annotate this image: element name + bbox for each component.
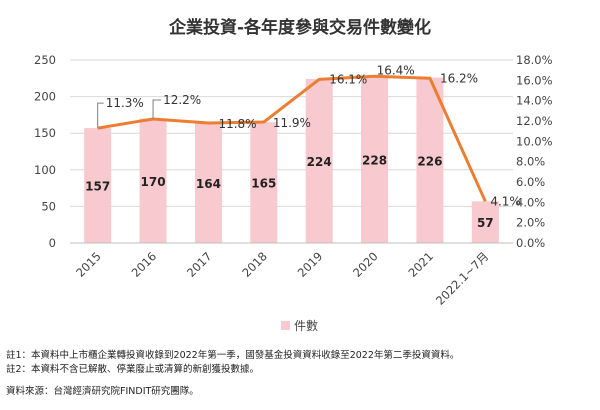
right-tick-label: 2.0% (516, 216, 545, 230)
line-value-label: 4.1% (490, 194, 521, 208)
legend-label: 件數 (294, 319, 318, 333)
bar-series (84, 76, 499, 244)
bar-value-label: 164 (196, 177, 221, 191)
bar (471, 201, 499, 243)
leader-line (152, 99, 162, 119)
bar-value-label: 57 (477, 216, 494, 230)
right-tick-label: 18.0% (516, 53, 553, 67)
legend: 件數 (281, 319, 318, 333)
bar (194, 122, 222, 243)
right-axis: 0.0% 2.0% 4.0% 6.0% 8.0% 10.0% 12.0% 14.0% 16.0%… (516, 53, 553, 250)
right-tick-label: 16.0% (516, 73, 553, 87)
left-tick-label: 50 (41, 199, 56, 213)
line-value-label: 16.4% (377, 63, 415, 77)
footnotes: 註1：本資料中上市櫃企業轉投資收錄到2022年第一季，國發基金投資資料收錄至20… (6, 349, 596, 399)
right-tick-label: 6.0% (516, 175, 545, 189)
legend-swatch (281, 321, 290, 330)
x-tick-label: 2022.1~7月 (433, 249, 491, 307)
line-value-label: 11.8% (218, 117, 256, 131)
bar (250, 122, 278, 243)
right-tick-label: 10.0% (516, 134, 553, 148)
bar-value-label: 157 (85, 180, 110, 194)
x-tick-label: 2021 (405, 249, 436, 280)
bar-value-label: 228 (362, 154, 387, 168)
line-value-label: 11.3% (106, 96, 144, 110)
x-tick-label: 2015 (73, 249, 104, 280)
bar (139, 118, 167, 243)
bar-value-label: 170 (141, 175, 166, 189)
gridlines (70, 59, 513, 244)
line-value-label: 16.1% (329, 72, 367, 86)
line-value-label: 12.2% (163, 93, 201, 107)
note-2: 註2：本資料不含已解散、停業廢止或清算的新創獲投數據。 (6, 364, 260, 375)
bar (84, 128, 112, 243)
bar-value-label: 224 (307, 155, 332, 169)
bar-value-label: 165 (251, 177, 276, 191)
x-tick-label: 2017 (184, 249, 215, 280)
chart-title: 企業投資-各年度參與交易件數變化 (168, 17, 431, 38)
note-1: 註1：本資料中上市櫃企業轉投資收錄到2022年第一季，國發基金投資資料收錄至20… (6, 350, 460, 361)
right-tick-label: 8.0% (516, 155, 545, 169)
x-tick-label: 2016 (129, 249, 160, 280)
line-value-label: 11.9% (273, 116, 311, 130)
left-axis: 0 50 100 150 200 250 (34, 53, 56, 250)
left-tick-label: 0 (49, 236, 56, 250)
chart-svg: 企業投資-各年度參與交易件數變化 0 50 100 150 200 250 0.0% 2.0… (34, 17, 553, 333)
leader-line (97, 102, 104, 129)
line-path (97, 74, 487, 202)
line-series (97, 74, 487, 202)
x-tick-label: 2019 (295, 249, 326, 280)
bar (305, 79, 333, 243)
left-tick-label: 100 (34, 163, 56, 177)
bar-value-labels: 157 170 164 165 224 228 226 57 (85, 154, 494, 231)
x-tick-label: 2018 (239, 249, 270, 280)
right-tick-label: 4.0% (516, 195, 545, 209)
line-value-label: 16.2% (440, 71, 478, 85)
bar (416, 77, 444, 244)
right-tick-label: 14.0% (516, 94, 553, 108)
left-tick-label: 150 (34, 126, 56, 140)
line-value-labels: 11.3% 12.2% 11.8% 11.9% 16.1% 16.4% 16.2% 4.1% (97, 63, 521, 208)
source-note: 資料來源：台灣經濟研究院FINDIT研究團隊。 (6, 386, 199, 397)
bar-value-label: 226 (417, 154, 442, 168)
left-tick-label: 200 (34, 90, 56, 104)
bar (361, 76, 389, 243)
right-tick-label: 12.0% (516, 114, 553, 128)
left-tick-label: 250 (34, 53, 56, 67)
right-tick-label: 0.0% (516, 236, 545, 250)
x-tick-label: 2020 (350, 249, 381, 280)
